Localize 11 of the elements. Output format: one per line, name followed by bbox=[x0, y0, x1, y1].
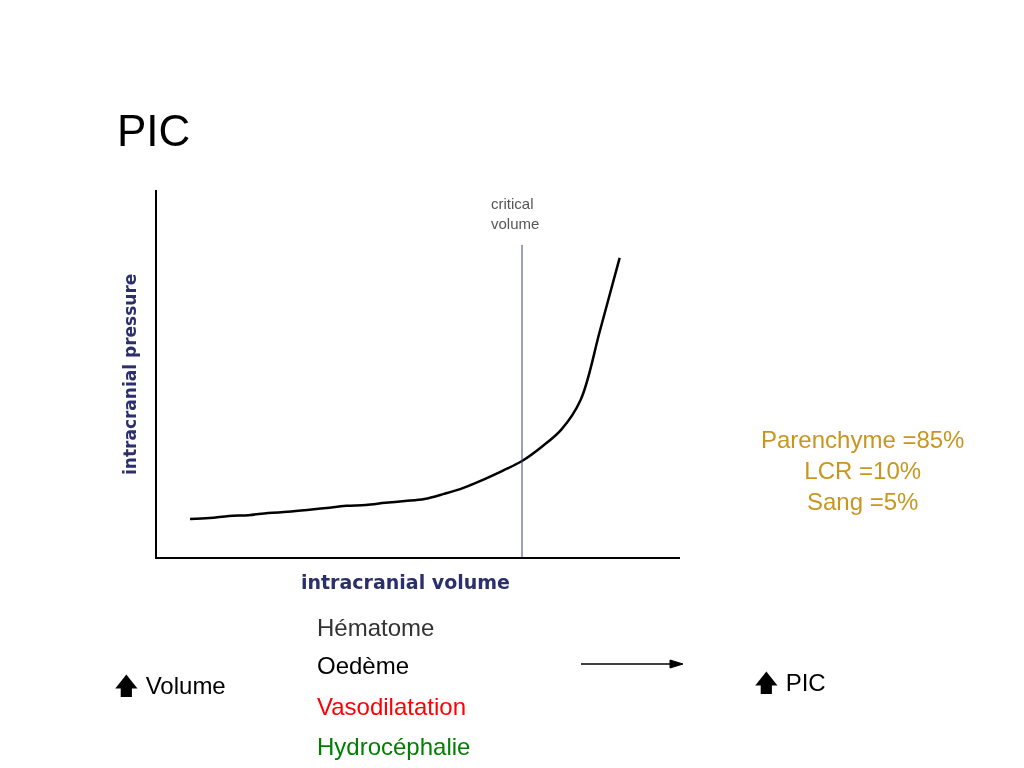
x-axis-title: intracranial volume bbox=[301, 571, 510, 593]
text: Hématome bbox=[317, 614, 435, 641]
text: Oedème bbox=[317, 652, 410, 679]
chart-title: PIC bbox=[117, 106, 191, 155]
text: Hydrocéphalie bbox=[317, 733, 471, 760]
text: 🡅 Volume bbox=[114, 672, 226, 699]
y-axis-title: intracranial pressure bbox=[120, 273, 140, 475]
text: critical volume bbox=[491, 195, 540, 232]
text: Parenchyme =85% LCR =10% Sang =5% bbox=[761, 426, 965, 516]
text: Vasodilatation bbox=[317, 693, 466, 720]
text: 🡅 PIC bbox=[754, 669, 826, 696]
